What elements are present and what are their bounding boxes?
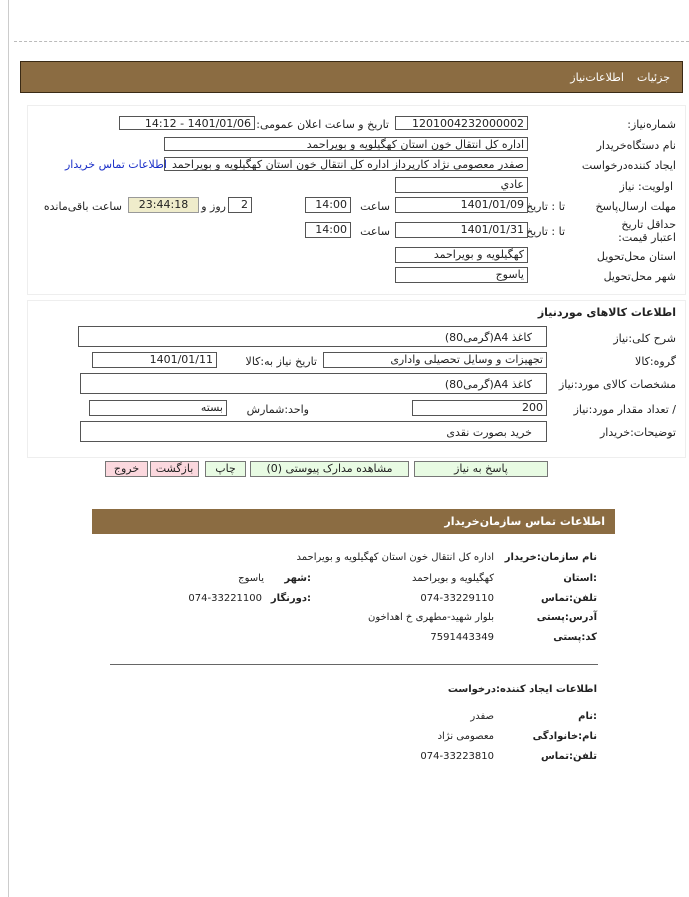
contact-province-label: :استان [563,573,597,584]
notes-label: توضیحات:خریدار [600,426,676,439]
contact-phone-value: 074-33229110 [420,593,494,604]
reply-button[interactable]: پاسخ به نیاز [414,461,548,477]
group-field: تجهیزات و وسایل تحصیلی واداری [323,352,547,368]
remaining-label: ساعت باقی‌مانده [43,200,122,213]
city-field: یاسوج [395,267,528,283]
exit-button[interactable]: خروج [105,461,148,477]
creator-label: ایجاد کننده‌درخواست [581,159,676,172]
org-label: نام سازمان:خریدار [504,552,597,563]
deadline-label: مهلت ارسال‌پاسخ [595,200,676,213]
tab-details[interactable]: جزئیات [637,71,670,84]
validity-label: حداقل تاریخ اعتبار قیمت: [618,218,676,244]
spec-field: کاغذ A4(گرمی80) [80,373,547,394]
left-border [8,0,9,897]
creator-name-label: :نام [578,711,597,722]
postal-label: کد:پستی [553,632,597,643]
goods-panel [27,300,686,458]
number-label: شماره‌نیاز: [627,118,676,131]
header-bar: جزئیات اطلاعات‌نیاز [20,61,683,93]
city-label: شهر محل‌تحویل [603,270,676,283]
buyer-field: اداره کل انتقال خون استان کهگیلویه و بوی… [164,137,528,151]
section-divider [110,664,598,665]
desc-field: کاغذ A4(گرمی80) [78,326,547,347]
address-label: آدرس:پستی [536,612,597,623]
org-value: اداره کل انتقال خون استان کهگیلویه و بوی… [296,552,494,563]
need-date-field: 1401/01/11 [92,352,217,368]
spec-label: مشخصات کالای مورد:نیاز [558,378,676,391]
contact-city-label: :شهر [284,573,311,584]
buyer-label: نام دستگاه‌خریدار [596,139,676,152]
validity-time-field: 14:00 [305,222,351,238]
province-label: استان محل‌تحویل [596,250,676,263]
creator-phone-label: تلفن:تماس [540,751,597,762]
unit-label: واحد:شمارش [246,403,309,416]
need-panel [27,105,686,295]
notes-field: خرید بصورت نقدی [80,421,547,442]
contact-province-value: کهگیلویه و بویراحمد [412,573,494,584]
top-divider [14,41,689,42]
tab-need-info[interactable]: اطلاعات‌نیاز [570,71,624,84]
validity-to-date: تا : تاریخ [526,225,565,238]
creator-field: صفدر معصومی نژاد کارپرداز اداره کل انتقا… [164,157,528,171]
announce-label: تاریخ و ساعت اعلان عمومی: [256,118,389,131]
address-value: بلوار شهید-مطهری خ‌ اهداخون [367,612,494,623]
contact-city-value: یاسوج [238,573,264,584]
deadline-time-field: 14:00 [305,197,351,213]
goods-title: اطلاعات کالاهای موردنیاز [537,306,676,319]
group-label: گروه:کالا [635,355,676,368]
postal-value: 7591443349 [430,632,494,643]
back-button[interactable]: بازگشت [150,461,199,477]
validity-date-field: 1401/01/31 [395,222,528,238]
days-field: 2 [228,197,252,213]
contact-title: اطلاعات تماس سازمان‌خریدار [444,515,605,528]
creator-title: اطلاعات ایجاد کننده:درخواست [447,684,597,695]
fax-label: :دورنگار [270,593,311,604]
creator-family-value: معصومی نژاد [437,731,494,742]
validity-time-label: ساعت [360,225,390,238]
desc-label: شرح کلی:نیاز [613,332,676,345]
attachments-button[interactable]: مشاهده مدارک پیوستی (0) [250,461,409,477]
need-date-label: تاریخ نیاز به:کالا [245,355,317,368]
days-label: روز و [201,200,226,213]
priority-field: عادي [395,177,528,193]
creator-name-value: صفدر [470,711,494,722]
contact-phone-label: تلفن:تماس [540,593,597,604]
creator-family-label: نام:خانوادگی [532,731,597,742]
unit-field: بسته [89,400,227,416]
remaining-time-field: 23:44:18 [128,197,199,213]
qty-field: 200 [412,400,547,416]
deadline-date-field: 1401/01/09 [395,197,528,213]
announce-field: 1401/01/06 - 14:12 [119,116,255,130]
priority-label: اولویت: نیاز [619,180,673,193]
province-field: کهگیلویه و بویراحمد [395,247,528,263]
creator-phone-value: 074-33223810 [420,751,494,762]
fax-value: 074-33221100 [188,593,262,604]
deadline-time-label: ساعت [360,200,390,213]
deadline-to-date: تا : تاریخ [526,200,565,213]
number-field: 1201004232000002 [395,116,528,130]
buyer-contact-link[interactable]: اطلاعات تماس خریدار [65,158,167,171]
print-button[interactable]: چاپ [205,461,246,477]
contact-bar: اطلاعات تماس سازمان‌خریدار [92,509,615,534]
qty-label: / تعداد مقدار مورد:نیاز [573,403,676,416]
